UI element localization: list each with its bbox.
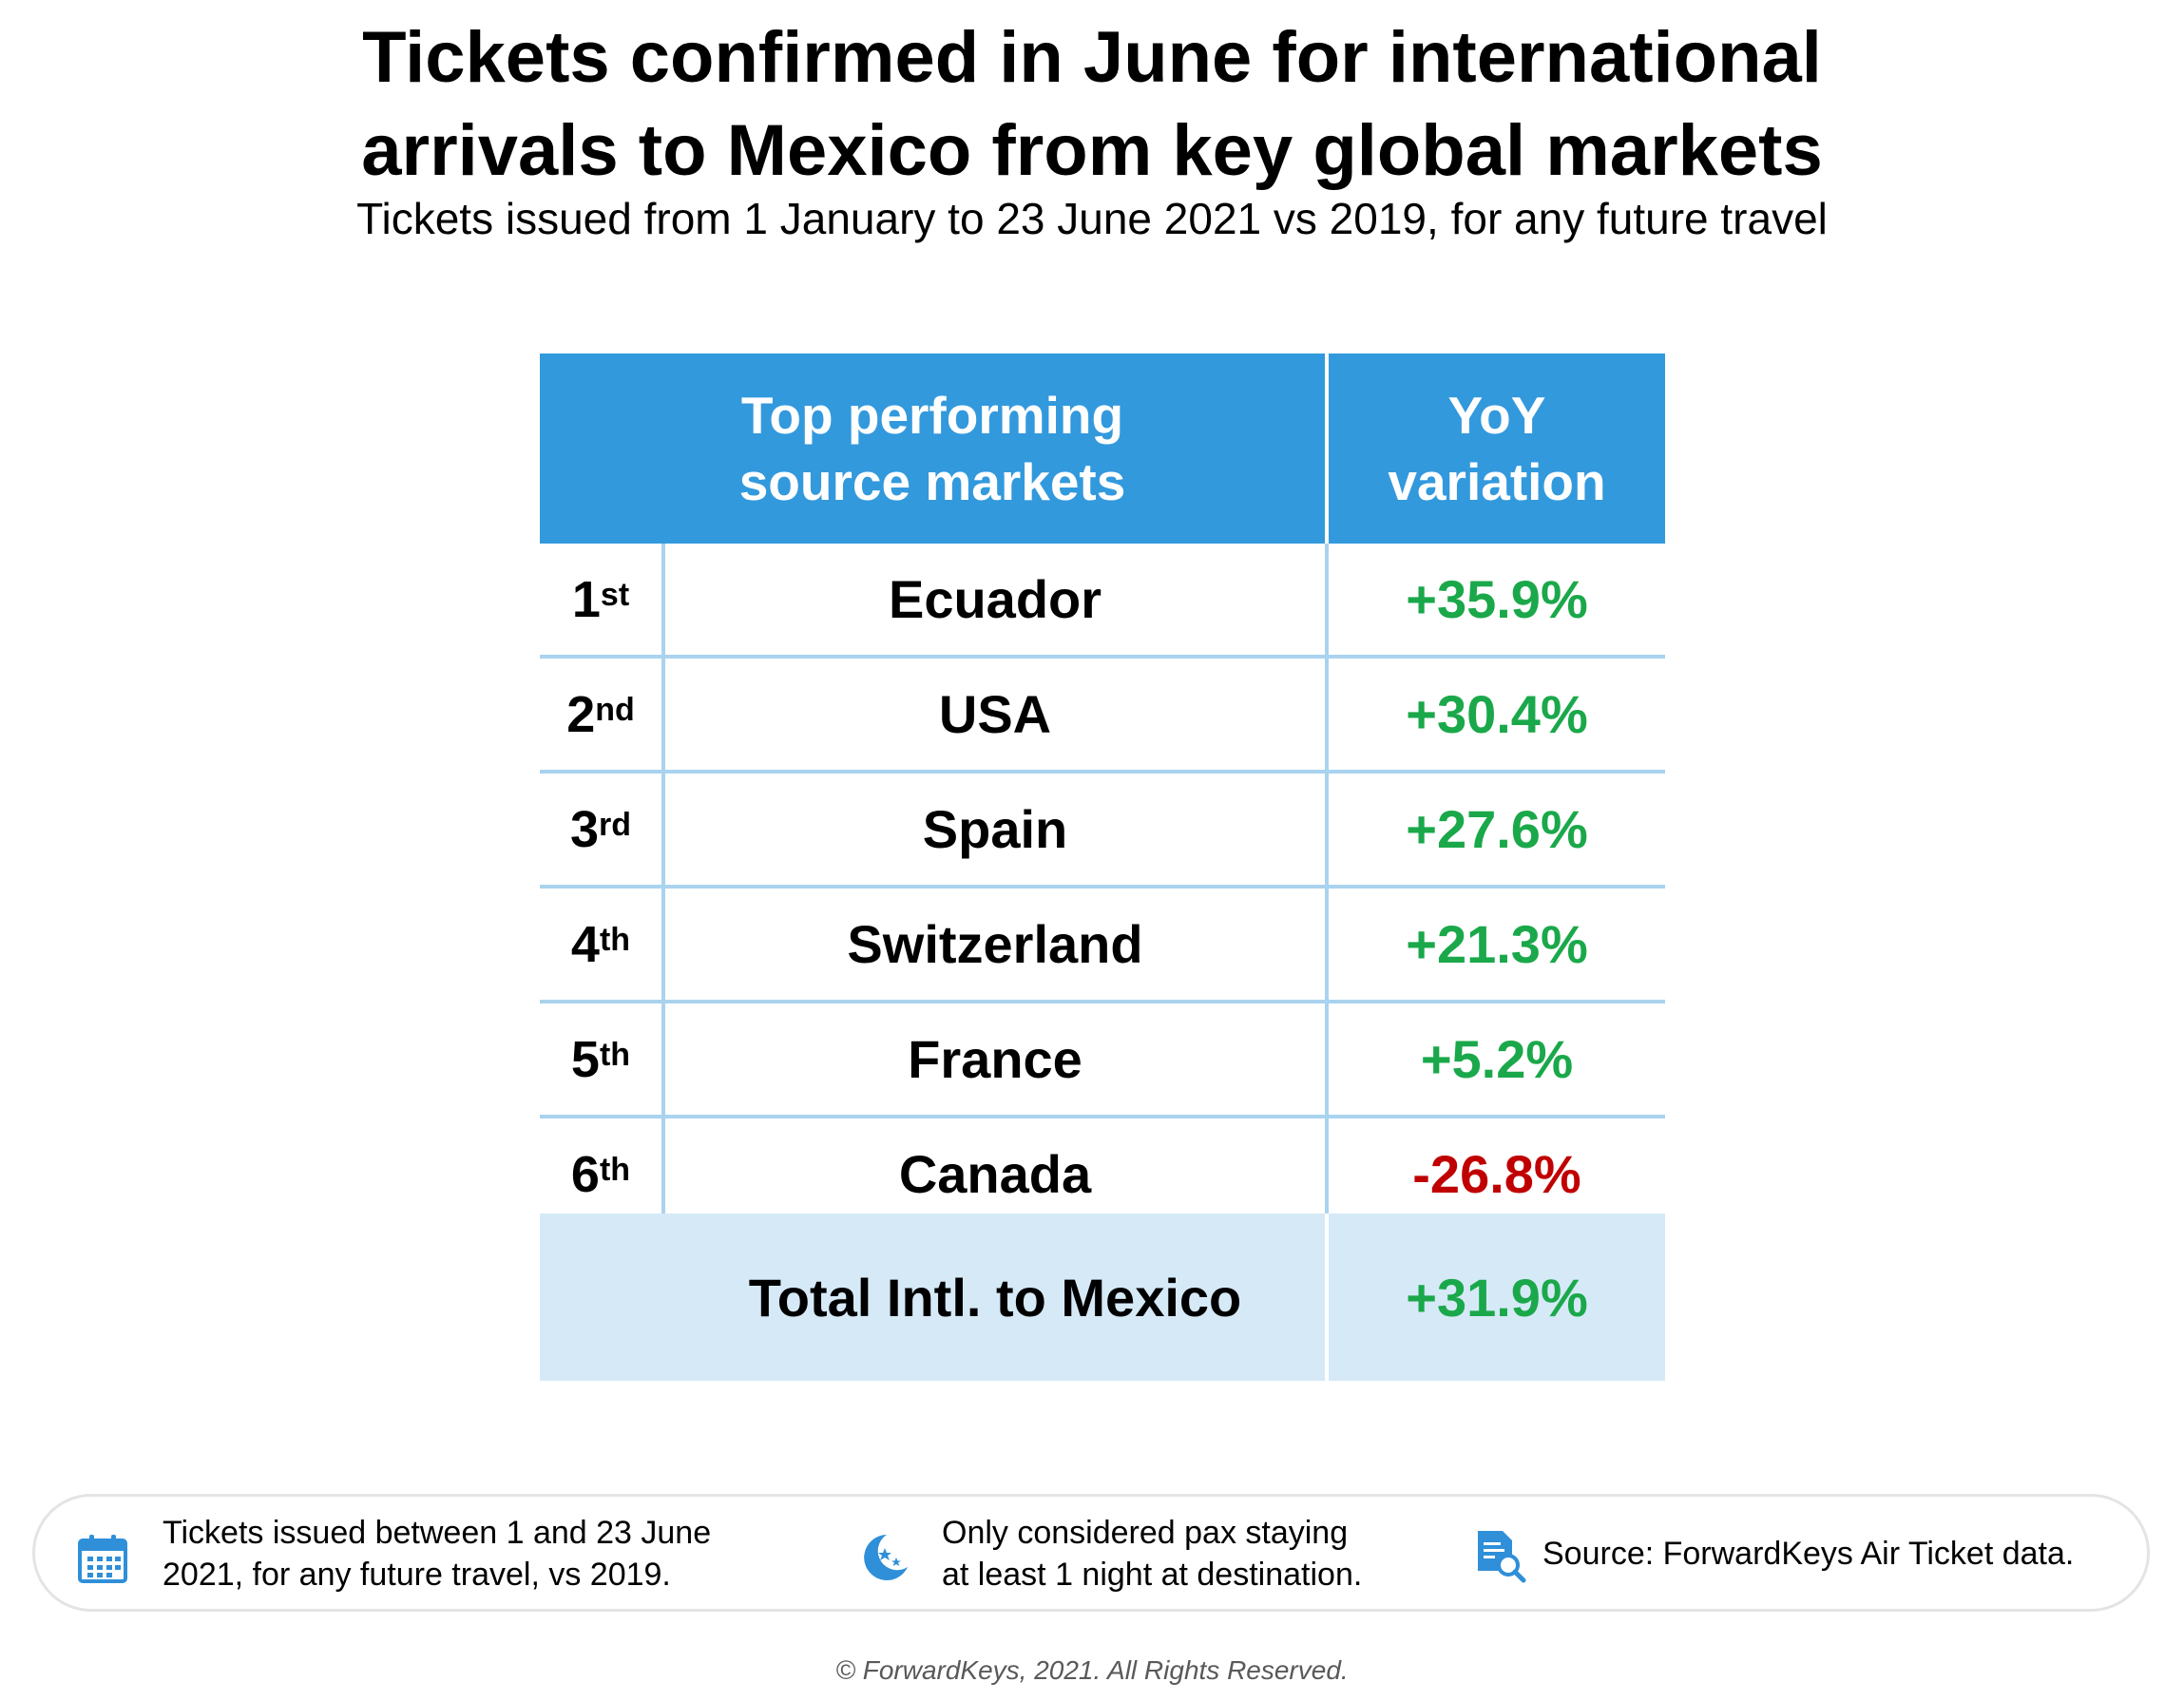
total-row <box>540 1214 1665 1381</box>
calendar-icon <box>78 1535 127 1583</box>
rank-number: 4 <box>570 915 600 973</box>
header-markets-line-1: Top performing <box>740 386 1124 445</box>
page-title: Tickets confirmed in June for internatio… <box>0 11 2184 198</box>
country-cell: Spain <box>922 799 1068 859</box>
yoy-cell: +35.9% <box>1406 569 1588 629</box>
title-line-1: Tickets confirmed in June for internatio… <box>362 17 1822 98</box>
yoy-cell: +5.2% <box>1420 1029 1574 1089</box>
document-search-icon <box>1478 1531 1526 1583</box>
header-yoy: YoY variation <box>1329 354 1665 544</box>
country-cell: Ecuador <box>888 569 1102 629</box>
note-dates: Tickets issued between 1 and 23 June 202… <box>163 1512 711 1596</box>
note-dates-line-2: 2021, for any future travel, vs 2019. <box>163 1557 671 1593</box>
total-yoy: +31.9% <box>1406 1267 1588 1328</box>
yoy-cell: -26.8% <box>1412 1144 1581 1204</box>
header-markets: Top performing source markets <box>540 354 1325 544</box>
country-cell: Canada <box>898 1144 1092 1204</box>
yoy-cell: +27.6% <box>1406 799 1588 859</box>
title-line-2: arrivals to Mexico from key global marke… <box>361 110 1823 191</box>
header-yoy-line-1: YoY <box>1447 386 1546 445</box>
footnote-bar: Tickets issued between 1 and 23 June 202… <box>32 1494 2150 1612</box>
rank-suffix: th <box>599 922 631 958</box>
note-source: Source: ForwardKeys Air Ticket data. <box>1542 1536 2075 1572</box>
country-cell: USA <box>938 684 1052 744</box>
note-dates-line-1: Tickets issued between 1 and 23 June <box>163 1515 712 1551</box>
total-divider <box>1325 1214 1329 1381</box>
note-stay-line-2: at least 1 night at destination. <box>942 1557 1363 1593</box>
country-cell: France <box>908 1029 1082 1089</box>
note-stay: Only considered pax staying at least 1 n… <box>942 1512 1362 1596</box>
rank-suffix: st <box>600 577 630 613</box>
yoy-cell: +21.3% <box>1406 914 1588 974</box>
country-cell: Switzerland <box>847 914 1143 974</box>
row-separator <box>540 885 1665 889</box>
rank-divider <box>661 544 665 1214</box>
row-separator <box>540 1115 1665 1118</box>
rank-number: 5 <box>570 1030 600 1088</box>
rank-number: 1 <box>571 570 601 628</box>
rank-suffix: th <box>599 1152 631 1188</box>
yoy-cell: +30.4% <box>1406 684 1588 744</box>
rank-suffix: nd <box>595 692 635 728</box>
total-label: Total Intl. to Mexico <box>748 1267 1242 1328</box>
header-markets-line-2: source markets <box>738 452 1126 511</box>
header-yoy-line-2: variation <box>1388 452 1606 511</box>
page-subtitle: Tickets issued from 1 January to 23 June… <box>356 194 1828 243</box>
rank-number: 2 <box>566 685 596 743</box>
row-separator <box>540 1000 1665 1003</box>
row-separator <box>540 770 1665 774</box>
rank-number: 6 <box>570 1145 600 1203</box>
note-stay-line-1: Only considered pax staying <box>942 1515 1349 1551</box>
copyright: © ForwardKeys, 2021. All Rights Reserved… <box>835 1655 1349 1685</box>
rank-suffix: th <box>599 1037 631 1073</box>
column-divider <box>1325 544 1329 1214</box>
rank-number: 3 <box>569 800 600 858</box>
moon-stars-icon <box>864 1535 908 1580</box>
row-separator <box>540 655 1665 659</box>
rank-suffix: rd <box>599 807 632 843</box>
